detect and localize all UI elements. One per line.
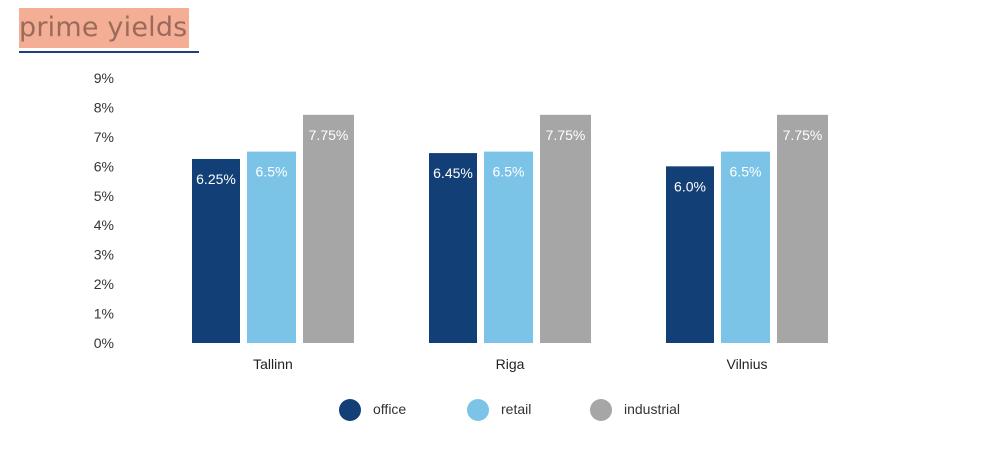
bars: 6.25% 6.5% 7.75% 6.45% 6.5% 7.75% 6.0% 6.5% 7.75…	[192, 114, 828, 343]
y-tick-label: 2%	[94, 276, 114, 292]
data-label: 6.25%	[196, 171, 236, 187]
data-label: 6.45%	[433, 165, 473, 181]
bar-retail-tallinn	[247, 151, 296, 343]
bar-retail-riga	[484, 151, 533, 343]
chart-title: prime yields	[19, 8, 190, 48]
x-axis: Tallinn Riga Vilnius	[253, 356, 767, 372]
legend-label-retail: retail	[501, 401, 531, 417]
x-category-label: Vilnius	[727, 356, 768, 372]
y-tick-label: 6%	[94, 158, 114, 174]
bar-office-tallinn	[192, 158, 240, 343]
y-tick-label: 8%	[94, 99, 114, 115]
y-tick-label: 5%	[94, 188, 114, 204]
legend-label-office: office	[373, 401, 406, 417]
bar-industrial-riga	[540, 114, 591, 343]
bar-office-riga	[429, 153, 477, 343]
data-label: 7.75%	[783, 127, 823, 143]
y-tick-label: 0%	[94, 335, 114, 351]
y-tick-label: 7%	[94, 129, 114, 145]
y-tick-label: 3%	[94, 247, 114, 263]
bar-retail-vilnius	[721, 151, 770, 343]
y-axis: 0% 1% 2% 3% 4% 5% 6% 7% 8% 9%	[94, 70, 114, 351]
bar-industrial-vilnius	[777, 114, 828, 343]
bar-office-vilnius	[666, 166, 714, 343]
y-tick-label: 9%	[94, 70, 114, 86]
x-category-label: Tallinn	[253, 356, 293, 372]
y-tick-label: 4%	[94, 217, 114, 233]
legend-marker-office	[339, 399, 361, 421]
y-tick-label: 1%	[94, 306, 114, 322]
data-label: 6.0%	[674, 178, 706, 194]
legend: office retail industrial	[339, 399, 680, 421]
legend-marker-retail	[467, 399, 489, 421]
chart-title-box: prime yields	[19, 8, 190, 48]
data-label: 7.75%	[546, 127, 586, 143]
data-label: 6.5%	[256, 164, 288, 180]
title-underline	[19, 51, 199, 53]
data-label: 6.5%	[730, 164, 762, 180]
x-category-label: Riga	[496, 356, 525, 372]
legend-label-industrial: industrial	[624, 401, 680, 417]
bar-industrial-tallinn	[303, 114, 354, 343]
data-label: 7.75%	[309, 127, 349, 143]
legend-marker-industrial	[590, 399, 612, 421]
data-label: 6.5%	[493, 164, 525, 180]
